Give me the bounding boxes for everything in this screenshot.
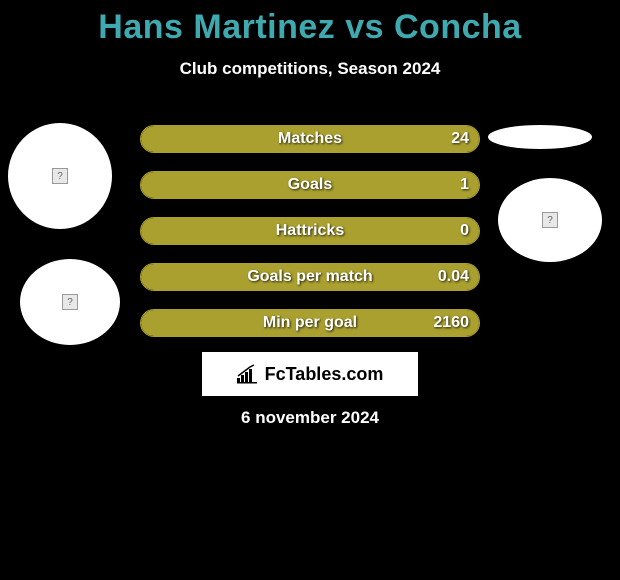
stat-label: Goals per match <box>141 264 479 290</box>
stat-row-hattricks: Hattricks 0 <box>140 217 480 245</box>
stat-label: Hattricks <box>141 218 479 244</box>
stat-right-value: 2160 <box>433 310 469 336</box>
broken-image-icon: ? <box>52 168 68 184</box>
stats-container: Matches 24 Goals 1 Hattricks 0 Goals per… <box>140 125 480 355</box>
stat-row-matches: Matches 24 <box>140 125 480 153</box>
stat-right-value: 0.04 <box>438 264 469 290</box>
decorative-ellipse <box>488 125 592 149</box>
stat-label: Goals <box>141 172 479 198</box>
chart-icon <box>237 364 259 384</box>
stat-right-value: 1 <box>460 172 469 198</box>
stat-row-goals: Goals 1 <box>140 171 480 199</box>
page-subtitle: Club competitions, Season 2024 <box>0 59 620 79</box>
stat-right-value: 24 <box>451 126 469 152</box>
player-avatar: ? <box>20 259 120 345</box>
stat-label: Min per goal <box>141 310 479 336</box>
stat-label: Matches <box>141 126 479 152</box>
brand-box: FcTables.com <box>202 352 418 396</box>
date-text: 6 november 2024 <box>0 408 620 428</box>
broken-image-icon: ? <box>542 212 558 228</box>
player-avatar: ? <box>498 178 602 262</box>
broken-image-icon: ? <box>62 294 78 310</box>
stat-row-min-per-goal: Min per goal 2160 <box>140 309 480 337</box>
stat-right-value: 0 <box>460 218 469 244</box>
player-avatar: ? <box>8 123 112 229</box>
stat-row-goals-per-match: Goals per match 0.04 <box>140 263 480 291</box>
brand-text: FcTables.com <box>265 364 384 385</box>
page-title: Hans Martinez vs Concha <box>0 0 620 47</box>
